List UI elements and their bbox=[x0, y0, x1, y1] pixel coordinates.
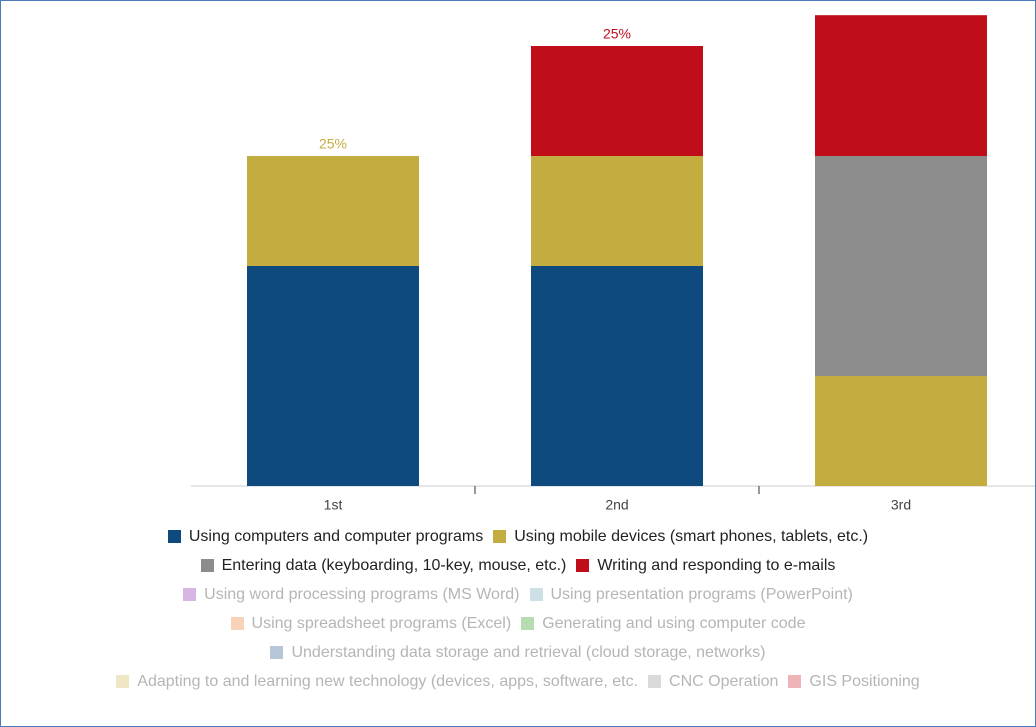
bar-segment bbox=[531, 46, 703, 156]
plot: 1st50%25%2nd50%25%25%3rd25%50% bbox=[191, 15, 1035, 513]
bar-segment bbox=[815, 156, 987, 376]
legend-swatch bbox=[200, 559, 214, 572]
legend-label: CNC Operation bbox=[669, 672, 779, 690]
legend-row: Adapting to and learning new technology … bbox=[1, 667, 1035, 696]
legend-swatch bbox=[270, 646, 284, 659]
legend-swatch bbox=[116, 675, 130, 688]
legend-label: Adapting to and learning new technology … bbox=[137, 672, 639, 690]
legend-swatch bbox=[167, 530, 181, 543]
legend-swatch bbox=[788, 675, 802, 688]
legend-item[interactable]: Adapting to and learning new technology … bbox=[116, 673, 638, 691]
bar-segment bbox=[247, 266, 419, 486]
legend-row: Using word processing programs (MS Word)… bbox=[1, 580, 1035, 609]
legend-item[interactable]: Understanding data storage and retrieval… bbox=[270, 643, 766, 662]
legend-label: Understanding data storage and retrieval… bbox=[291, 643, 766, 661]
legend-row: Understanding data storage and retrieval… bbox=[1, 638, 1035, 667]
x-tick-label: 2nd bbox=[605, 497, 628, 513]
bar-segment bbox=[815, 15, 987, 157]
bar-segment bbox=[531, 266, 703, 486]
x-tick-label: 3rd bbox=[891, 497, 911, 513]
legend-item[interactable]: CNC Operation bbox=[648, 673, 778, 691]
legend-swatch bbox=[648, 675, 662, 688]
legend-label: GIS Positioning bbox=[809, 672, 920, 690]
legend-row: Using computers and computer programs Usi… bbox=[1, 522, 1035, 551]
legend-label: Using word processing programs (MS Word) bbox=[204, 585, 520, 603]
legend-item[interactable]: GIS Positioning bbox=[788, 672, 920, 691]
legend-swatch bbox=[183, 588, 197, 601]
bar-segment bbox=[815, 376, 987, 486]
legend: Using computers and computer programs Usi… bbox=[1, 522, 1035, 696]
legend-swatch bbox=[576, 559, 590, 572]
data-label: 25% bbox=[319, 136, 347, 152]
legend-swatch bbox=[230, 617, 244, 630]
legend-label: Using presentation programs (PowerPoint) bbox=[550, 585, 853, 603]
legend-swatch bbox=[493, 530, 507, 543]
legend-item[interactable]: Using computers and computer programs bbox=[167, 527, 484, 546]
legend-label: Using computers and computer programs bbox=[188, 527, 484, 545]
legend-label: Generating and using computer code bbox=[542, 614, 806, 632]
legend-label: Writing and responding to e-mails bbox=[597, 556, 836, 574]
bar-segment bbox=[531, 156, 703, 266]
legend-item[interactable]: Entering data (keyboarding, 10-key, mous… bbox=[200, 556, 567, 575]
legend-swatch bbox=[521, 617, 535, 630]
legend-swatch bbox=[529, 588, 543, 601]
legend-item[interactable]: Using spreadsheet programs (Excel) bbox=[230, 614, 512, 633]
legend-item[interactable]: Using mobile devices (smart phones, tabl… bbox=[493, 528, 868, 546]
legend-item[interactable]: Using word processing programs (MS Word) bbox=[183, 585, 520, 604]
legend-item[interactable]: Writing and responding to e-mails bbox=[576, 557, 835, 575]
bar-segment bbox=[247, 156, 419, 266]
legend-item[interactable]: Using presentation programs (PowerPoint) bbox=[529, 585, 853, 604]
legend-row: Entering data (keyboarding, 10-key, mous… bbox=[1, 551, 1035, 580]
legend-row: Using spreadsheet programs (Excel) Genera… bbox=[1, 609, 1035, 638]
legend-label: Entering data (keyboarding, 10-key, mous… bbox=[221, 556, 567, 574]
legend-label: Using mobile devices (smart phones, tabl… bbox=[514, 527, 869, 545]
legend-label: Using spreadsheet programs (Excel) bbox=[251, 614, 512, 632]
legend-item[interactable]: Generating and using computer code bbox=[521, 615, 805, 633]
x-tick-label: 1st bbox=[324, 497, 343, 513]
data-label: 25% bbox=[603, 26, 631, 42]
